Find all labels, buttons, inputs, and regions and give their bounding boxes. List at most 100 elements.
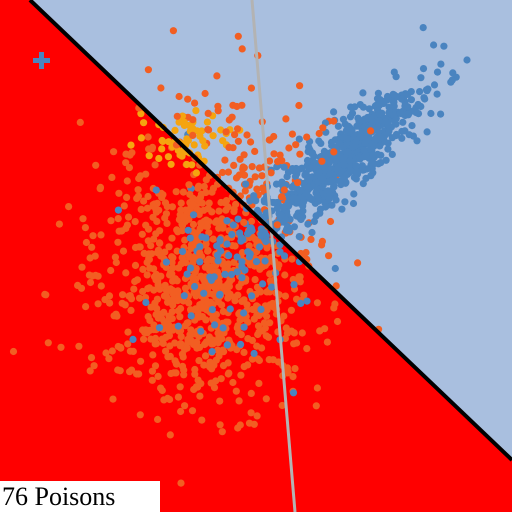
orange-point [156, 227, 164, 235]
blue-point [421, 95, 429, 103]
orange-point [247, 217, 256, 225]
yellow-point [198, 127, 206, 135]
orange-point [184, 95, 192, 103]
orange-point [189, 200, 197, 208]
orange-point [115, 189, 123, 197]
orange-point [290, 340, 298, 348]
blue-point [321, 203, 330, 211]
orange-point [202, 188, 210, 197]
orange-point [206, 267, 214, 275]
orange-point [367, 127, 375, 135]
orange-point [258, 172, 266, 180]
orange-point [144, 133, 152, 141]
blue-point [360, 146, 368, 154]
orange-point [128, 366, 136, 374]
orange-point [218, 428, 226, 436]
yellow-point [203, 118, 211, 126]
blue-point [390, 91, 398, 99]
orange-point [163, 203, 171, 211]
orange-point [135, 174, 143, 183]
blue-point [191, 282, 199, 291]
yellow-point [190, 141, 198, 149]
orange-point [214, 346, 222, 354]
orange-point [125, 164, 133, 172]
orange-point [145, 284, 153, 292]
blue-point [295, 213, 303, 221]
orange-point [185, 299, 193, 307]
orange-point [191, 99, 199, 107]
blue-point [369, 169, 377, 177]
orange-point [134, 186, 142, 194]
blue-point [155, 324, 164, 332]
orange-point [92, 161, 100, 169]
orange-point [114, 215, 122, 223]
orange-point [110, 148, 118, 156]
orange-point [176, 383, 184, 391]
orange-point [120, 202, 128, 210]
orange-point [287, 306, 295, 314]
orange-point [124, 340, 132, 348]
orange-point [168, 308, 176, 316]
blue-point [359, 166, 367, 174]
yellow-point [199, 137, 207, 145]
orange-point [230, 208, 238, 216]
blue-point [253, 206, 262, 214]
blue-point [290, 194, 298, 202]
orange-point [255, 379, 263, 387]
orange-point [131, 277, 139, 286]
blue-point [440, 42, 448, 50]
orange-point [263, 306, 271, 314]
orange-point [332, 282, 340, 290]
orange-point [137, 205, 145, 213]
orange-point [165, 243, 173, 251]
orange-point [199, 304, 207, 312]
orange-point [195, 357, 203, 365]
orange-point [253, 185, 261, 193]
yellow-point [219, 137, 227, 145]
blue-point [197, 327, 205, 335]
orange-point [90, 362, 98, 370]
blue-point [183, 270, 191, 278]
decision-boundary[interactable] [28, 0, 512, 462]
orange-point [216, 421, 224, 429]
orange-point [136, 411, 144, 419]
blue-point [350, 190, 358, 198]
blue-point [223, 217, 231, 225]
blue-point [388, 150, 396, 158]
orange-point [323, 338, 331, 346]
orange-point [189, 116, 197, 124]
yellow-point [176, 151, 184, 159]
orange-point [107, 217, 115, 225]
blue-point [398, 95, 406, 103]
orange-point [168, 203, 176, 211]
orange-point [201, 352, 210, 360]
blue-point [407, 96, 415, 104]
orange-point [168, 270, 176, 278]
orange-point [144, 192, 152, 201]
blue-point [334, 122, 342, 130]
orange-point [154, 415, 162, 423]
orange-point [211, 218, 219, 226]
orange-point [107, 266, 115, 275]
orange-point [204, 255, 213, 263]
orange-point [163, 219, 171, 227]
orange-point [153, 304, 161, 313]
orange-point [168, 258, 176, 267]
blue-point [234, 215, 242, 223]
orange-point [150, 273, 159, 281]
orange-point [148, 367, 156, 375]
orange-point [143, 271, 151, 279]
orange-point [228, 113, 236, 121]
blue-point [310, 152, 318, 160]
orange-point [210, 283, 219, 291]
orange-point [86, 367, 94, 375]
orange-point [156, 310, 164, 318]
orange-point [122, 224, 130, 232]
orange-point [109, 395, 117, 403]
plus-icon[interactable] [33, 52, 50, 69]
orange-point [295, 101, 303, 110]
orange-point [82, 303, 90, 311]
orange-point [184, 319, 192, 327]
